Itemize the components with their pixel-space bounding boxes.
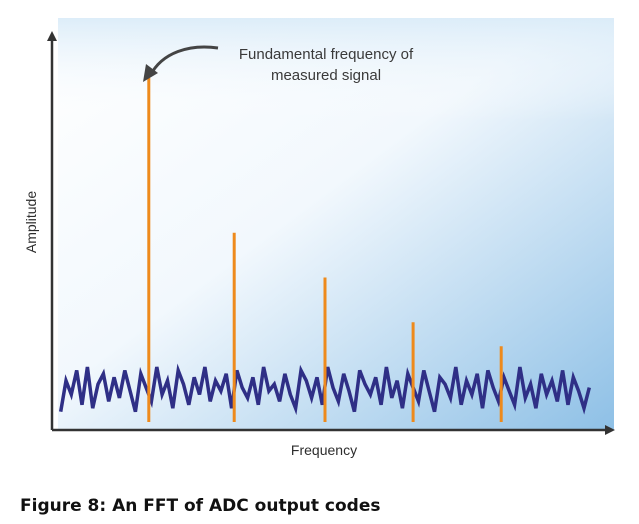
- fundamental-annotation: Fundamental frequency of measured signal: [143, 45, 414, 84]
- x-axis-label: Frequency: [291, 442, 357, 458]
- annotation-arrow-head-icon: [143, 64, 158, 82]
- plot-background-top-tint: [58, 18, 614, 430]
- y-axis-label: Amplitude: [23, 191, 39, 253]
- annotation-arrow: [148, 45, 219, 77]
- annotation-line-2: measured signal: [271, 67, 381, 84]
- harmonics: [147, 78, 503, 422]
- figure-caption: Figure 8: An FFT of ADC output codes: [20, 496, 381, 516]
- annotation-line-1: Fundamental frequency of: [239, 46, 414, 63]
- fft-chart: Frequency Amplitude Fundamental frequenc…: [23, 18, 615, 458]
- fft-figure: Frequency Amplitude Fundamental frequenc…: [23, 18, 615, 458]
